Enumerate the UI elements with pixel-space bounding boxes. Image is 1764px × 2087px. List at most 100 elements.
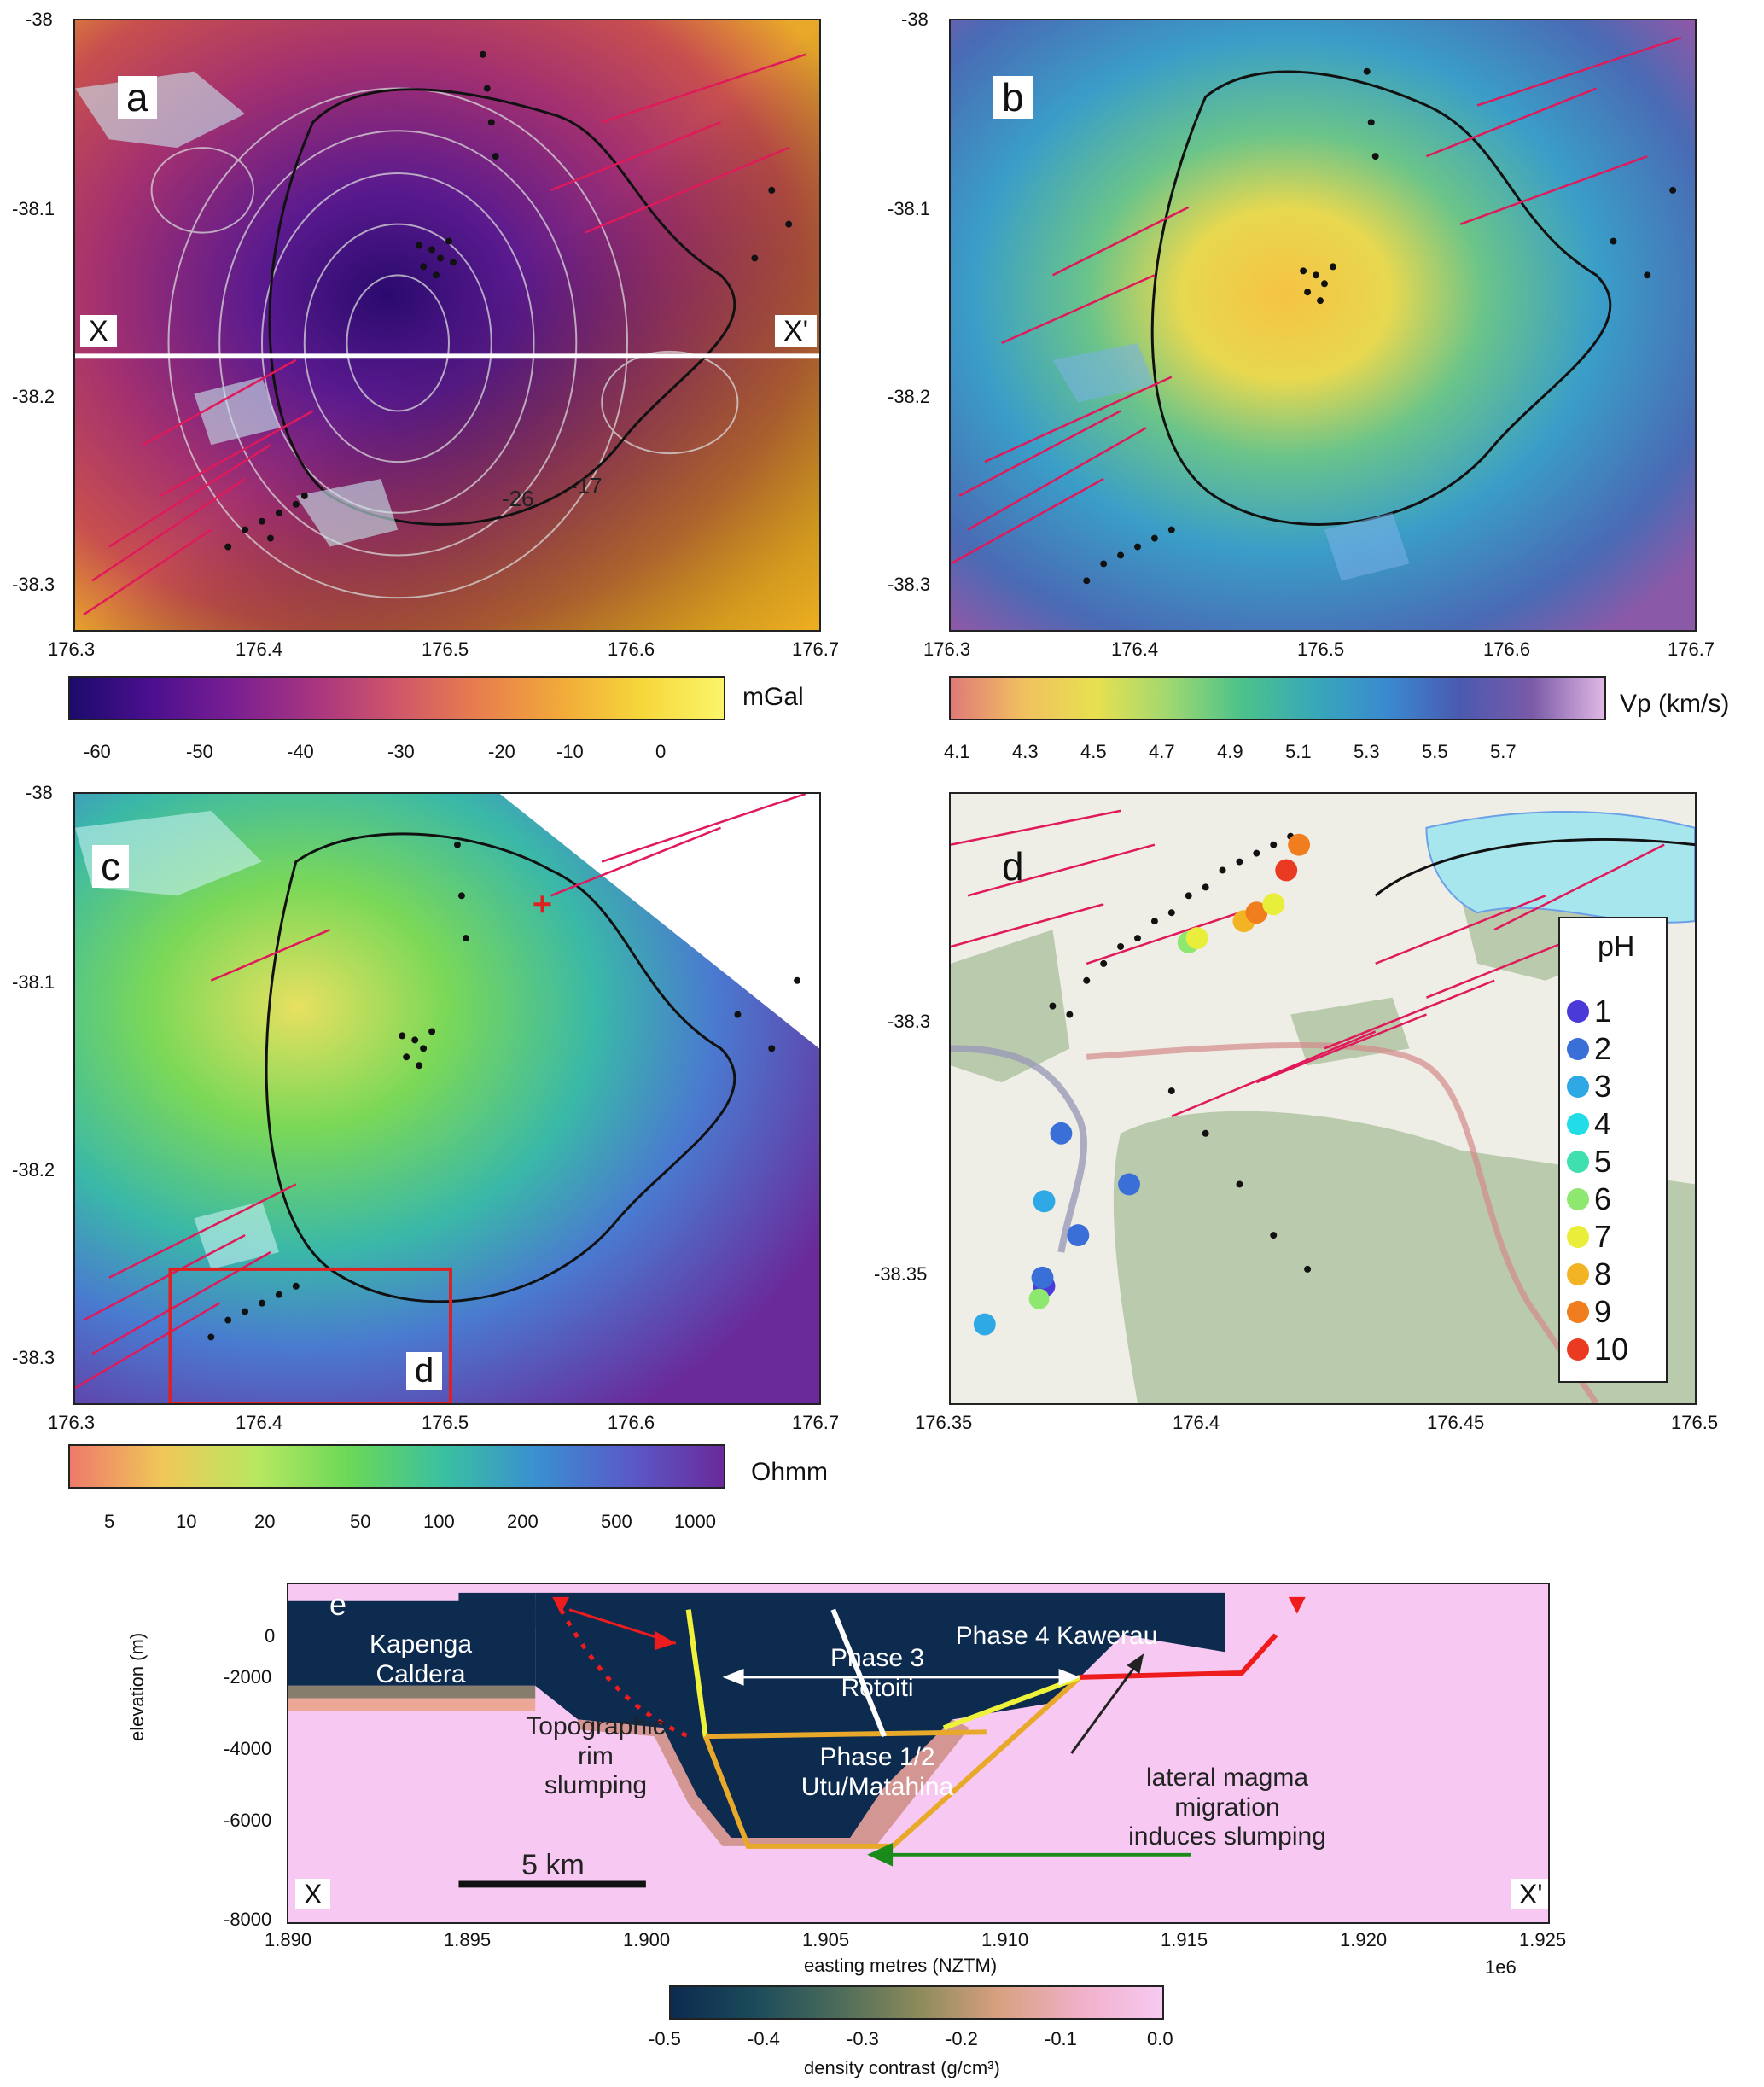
y-tick: -38.3 [12, 1347, 55, 1368]
y-tick: -4000 [224, 1738, 272, 1759]
section-start-label: X [80, 315, 117, 347]
section-end-label: X' [775, 315, 818, 347]
cbar-tick: 5.7 [1490, 741, 1517, 762]
cbar-tick: 1000 [674, 1511, 716, 1532]
ph-dot-2 [1567, 1038, 1589, 1060]
cbar-tick: -50 [186, 741, 213, 762]
cbar-tick: 5.3 [1354, 741, 1380, 762]
ph-dot-7 [1567, 1226, 1589, 1248]
ph-label: 6 [1594, 1181, 1612, 1216]
cbar-tick: 4.7 [1149, 741, 1175, 762]
vp-colorbar [949, 676, 1606, 720]
y-tick: -2000 [224, 1666, 272, 1688]
x-offset: 1e6 [1485, 1956, 1517, 1978]
panel-e-section: e Kapenga Caldera Phase 3 Rotoiti Phase … [287, 1583, 1550, 1924]
cbar-tick: 4.3 [1012, 741, 1039, 762]
cbar-tick: -0.5 [649, 2028, 681, 2049]
y-tick: -38.3 [888, 1011, 931, 1032]
cbar-tick: 0.0 [1147, 2028, 1173, 2049]
cbar-tick: 0 [655, 741, 667, 762]
ph-label: 8 [1594, 1256, 1612, 1291]
y-tick: -38.3 [888, 574, 931, 595]
resistivity-map [75, 794, 819, 1403]
ph-dot-6 [1567, 1188, 1589, 1210]
ph-label: 10 [1594, 1332, 1629, 1367]
panel-b-label: b [993, 76, 1033, 119]
resistivity-colorbar [68, 1444, 725, 1489]
y-tick: -6000 [224, 1810, 272, 1831]
cbar-tick: -20 [488, 741, 515, 762]
ph-dot-8 [1567, 1263, 1589, 1285]
gravity-unit: mGal [742, 683, 804, 711]
x-tick: 176.35 [915, 1412, 973, 1433]
x-tick: 1.890 [265, 1929, 312, 1950]
x-tick: 176.4 [1111, 638, 1159, 660]
panel-e-label: e [329, 1587, 347, 1622]
cbar-tick: 500 [601, 1511, 632, 1532]
cbar-tick: -0.3 [847, 2028, 879, 2049]
panel-a-label: a [118, 76, 157, 119]
ph-legend-title: pH [1598, 930, 1635, 963]
ph-dot-5 [1567, 1151, 1589, 1173]
cbar-tick: 100 [423, 1511, 455, 1532]
x-tick: 1.925 [1519, 1929, 1567, 1950]
phase12-annotation: Phase 1/2 Utu/Matahina [800, 1743, 954, 1801]
panel-d-map: d pH 1 2 3 4 5 6 7 8 9 10 [949, 792, 1697, 1405]
cbar-tick: 5.1 [1285, 741, 1312, 762]
cbar-tick: -0.4 [748, 2028, 780, 2049]
phase4-annotation: Phase 4 Kawerau [955, 1622, 1158, 1650]
y-tick: -38 [26, 9, 53, 30]
ph-label: 9 [1594, 1294, 1612, 1329]
x-tick: 176.6 [608, 1412, 655, 1433]
ph-dot-1 [1567, 1000, 1589, 1023]
ph-label: 2 [1594, 1031, 1612, 1066]
cbar-tick: -0.2 [946, 2028, 978, 2049]
inset-d-outline [168, 1267, 452, 1403]
x-tick: 176.3 [923, 638, 971, 660]
panel-c-label: c [92, 845, 129, 888]
x-tick: 1.905 [802, 1929, 850, 1950]
cbar-tick: -40 [287, 741, 314, 762]
cbar-tick: 4.5 [1080, 741, 1107, 762]
y-tick: -38 [26, 782, 53, 803]
cbar-tick: 4.1 [944, 741, 970, 762]
x-tick: 176.45 [1427, 1412, 1485, 1433]
density-cross-section [288, 1584, 1548, 1888]
contour-label: -17 [570, 473, 603, 498]
x-tick: 1.915 [1161, 1929, 1208, 1950]
ph-label: 3 [1594, 1069, 1612, 1104]
y-tick: -38.2 [12, 386, 55, 407]
x-tick: 1.900 [623, 1929, 671, 1950]
ph-label: 4 [1594, 1106, 1612, 1141]
cbar-tick: -0.1 [1045, 2028, 1077, 2049]
cbar-tick: 10 [176, 1511, 197, 1532]
ph-sample-map [951, 809, 1695, 1403]
lateral-annotation: lateral magma migration induces slumping [1128, 1763, 1326, 1851]
x-tick: 1.920 [1340, 1929, 1388, 1950]
ph-sample-points [973, 833, 1311, 1336]
x-tick: 176.4 [236, 638, 283, 660]
ph-label: 7 [1594, 1219, 1612, 1254]
kapenga-annotation: Kapenga Caldera [369, 1630, 473, 1688]
cbar-tick: -10 [556, 741, 584, 762]
x-tick: 1.895 [444, 1929, 492, 1950]
x-tick: 176.4 [236, 1412, 283, 1433]
x-tick: 176.4 [1173, 1412, 1220, 1433]
cbar-tick: 5 [104, 1511, 115, 1532]
x-tick: 176.5 [422, 1412, 469, 1433]
x-tick: 176.6 [1483, 638, 1531, 660]
cbar-tick: 50 [350, 1511, 371, 1532]
contour-label: -26 [502, 486, 534, 511]
y-tick: -38.1 [888, 198, 931, 219]
cbar-tick: 5.5 [1422, 741, 1448, 762]
vp-velocity-map [951, 20, 1695, 630]
cbar-tick: -30 [387, 741, 415, 762]
y-tick: -38.35 [874, 1263, 928, 1285]
ph-label: 1 [1594, 994, 1612, 1029]
cbar-tick: 20 [254, 1511, 276, 1532]
inset-label: d [406, 1352, 443, 1390]
y-tick: 0 [265, 1625, 276, 1647]
phase3-annotation: Phase 3 Rotoiti [830, 1644, 925, 1702]
x-tick: 176.5 [422, 638, 469, 660]
ylabel: elevation (m) [126, 1632, 148, 1741]
